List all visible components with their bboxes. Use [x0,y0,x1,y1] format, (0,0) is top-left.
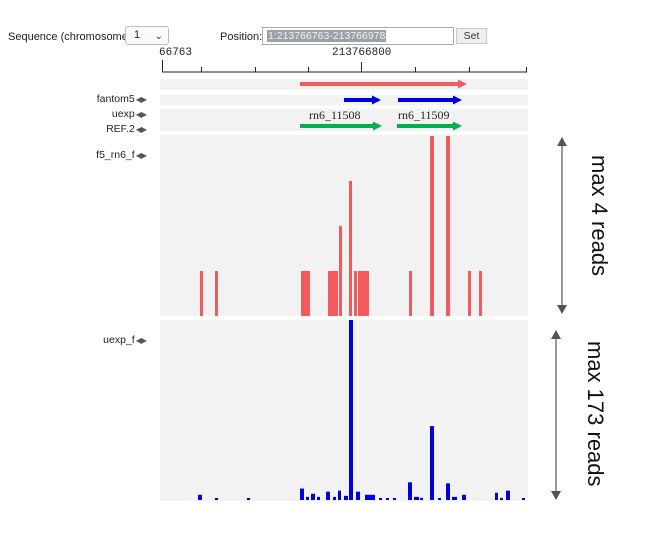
uexp_f-bar-9 [338,490,341,500]
set-button[interactable]: Set [456,28,487,44]
chevron-down-icon: ⌄ [154,31,163,42]
uexp_f-bar-26 [500,497,503,500]
uexp_f-bar-1 [215,498,218,500]
track-name: f5_rn6_f [96,149,135,161]
f5_rn6_f-bar-6 [354,271,357,316]
track-label-f5-rn6-f[interactable]: f5_rn6_f◀▶ [26,149,147,161]
uexp_f-bar-7 [326,491,330,500]
f5_rn6_f-bar-1 [215,271,218,316]
uexp_f-bar-17 [408,482,412,500]
nav-arrows-icon[interactable]: ◀▶ [135,336,147,345]
uexp_f-bar-11 [349,320,353,500]
uexp_f-bar-2 [247,498,250,500]
ruler [162,60,527,73]
nav-arrows-icon[interactable]: ◀▶ [135,95,147,104]
uexp_f-bar-23 [452,496,457,500]
f5_rn6_f-bar-0 [200,271,203,316]
uexp_f-bar-16 [393,498,396,500]
uexp_f-bar-5 [311,493,315,500]
uexp_f-bar-10 [344,495,348,500]
uexp_f-bar-27 [506,490,510,500]
uexp_f-bar-4 [306,496,309,500]
f5_rn6_f-bar-12 [479,271,482,316]
f5_rn6_f-bar-3 [328,271,338,316]
uexp_f-bar-0 [198,494,202,500]
track-name: uexp_f [103,334,135,346]
f5-rn6-f-scale-label: max 4 reads [587,155,612,277]
f5-rn6-f-panel-bg [160,135,528,316]
uexp_f-bar-24 [462,494,466,500]
uexp_f-bar-25 [495,492,498,500]
uexp_f-bar-8 [333,496,336,500]
ruler-start-label: 66763 [159,47,193,59]
uexp_f-bar-12 [356,491,360,500]
nav-arrows-icon[interactable]: ◀▶ [135,151,147,160]
track-label-fantom5[interactable]: fantom5◀▶ [26,93,147,105]
nav-arrows-icon[interactable]: ◀▶ [135,125,147,134]
f5_rn6_f-bar-7 [358,271,369,316]
uexp_f-bar-28 [522,498,525,500]
f5_rn6_f-bar-5 [349,181,352,316]
nav-arrows-icon[interactable]: ◀▶ [135,110,147,119]
position-input[interactable]: 1:213766763-213766978 [262,27,454,45]
uexp_f-bar-15 [386,498,389,500]
track-label-uexp[interactable]: uexp◀▶ [26,108,147,120]
position-input-value: 1:213766763-213766978 [267,30,387,42]
f5_rn6_f-bar-10 [446,136,450,316]
f5_rn6_f-bar-4 [339,226,342,316]
uexp-f-scale-label: max 173 reads [583,341,608,487]
uexp_f-bar-6 [317,496,320,500]
gene-label-rn6-11508[interactable]: rn6_11508 [309,108,361,122]
sequence-select[interactable]: 1 ⌄ [125,26,169,45]
uexp_f-bar-14 [379,498,382,500]
track-name: uexp [111,108,135,120]
track-name: REF.2 [106,123,135,135]
feature-arrows [300,79,467,131]
f5_rn6_f-bar-9 [430,136,434,316]
uexp_f-bar-21 [438,498,441,500]
uexp-f-panel-bg [160,320,528,501]
f5_rn6_f-bar-8 [409,271,412,316]
uexp_f-bar-3 [300,488,304,500]
ruler-mid-label: 213766800 [332,47,392,59]
uexp_f-bar-18 [414,496,419,500]
position-label: Position: [220,31,263,43]
track-label-uexp-f[interactable]: uexp_f◀▶ [26,334,147,346]
sequence-label: Sequence (chromosome): [8,31,135,43]
uexp_f-bar-20 [430,426,434,500]
track-label-ref2[interactable]: REF.2◀▶ [26,123,147,135]
sequence-select-value: 1 [134,29,141,41]
f5_rn6_f-bar-11 [468,271,471,316]
track-name: fantom5 [96,93,135,105]
uexp_f-bar-19 [420,497,423,500]
uexp_f-bar-13 [365,494,375,500]
uexp_f-bar-22 [446,483,450,500]
gene-label-rn6-11509[interactable]: rn6_11509 [398,108,450,122]
f5_rn6_f-bar-2 [301,271,310,316]
